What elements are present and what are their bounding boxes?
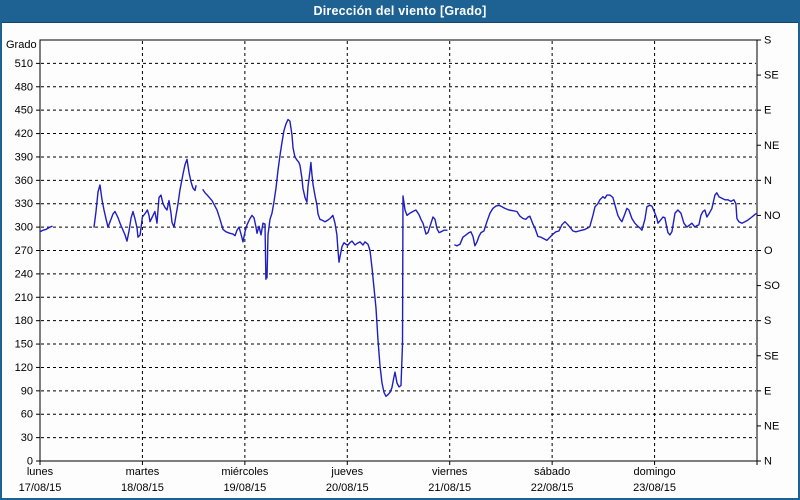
left-axis-label: 330 [15,198,33,210]
x-axis-day-date: 17/08/15 [19,482,62,494]
x-axis-day-name: martes [126,466,160,478]
right-axis-label: N [764,175,772,187]
x-axis-day-name: jueves [330,466,363,478]
x-axis-day-name: lunes [27,466,54,478]
right-axis-label: S [764,35,771,47]
left-axis-label: 240 [15,268,33,280]
right-axis-label: NE [764,140,779,152]
right-axis-label: E [764,105,771,117]
x-axis-day-name: viernes [432,466,468,478]
left-axis-label: 90 [21,385,33,397]
x-axis-day-date: 20/08/15 [326,482,369,494]
left-axis-label: 150 [15,339,33,351]
x-axis-day-date: 18/08/15 [121,482,164,494]
window-title: Dirección del viento [Grado] [313,4,487,18]
x-axis-day-date: 22/08/15 [531,482,574,494]
h-gridlines [41,62,756,439]
left-axis-label: 180 [15,315,33,327]
left-axis-label: 210 [15,292,33,304]
left-axis-label: 420 [15,128,33,140]
left-axis-label: 60 [21,409,33,421]
right-axis-label: SE [764,70,779,82]
left-axis-label: 390 [15,151,33,163]
x-axis-day-date: 19/08/15 [223,482,266,494]
left-axis-label: 450 [15,105,33,117]
v-gridlines [141,41,656,460]
window-title-bar: Dirección del viento [Grado] [2,0,798,23]
right-axis-label: SO [764,280,780,292]
left-axis: 0 30 60 90 120 150 180 210 240 270 300 330 360 390 420… [6,39,40,468]
series-line-wind-direction [39,118,758,397]
left-axis-label: 120 [15,362,33,374]
right-axis-label: O [764,245,773,257]
x-axis-day-name: sábado [534,466,570,478]
right-axis-label: NE [764,420,779,432]
x-axis-day-date: 23/08/15 [633,482,676,494]
left-axis-label: 270 [15,245,33,257]
left-axis-label: 300 [15,222,33,234]
y-axis-title: Grado [6,39,37,51]
x-axis-day-name: miércoles [221,466,269,478]
right-axis-label: SE [764,350,779,362]
left-axis-label: 30 [21,432,33,444]
right-axis-label: NO [764,210,781,222]
left-axis-label: 480 [15,81,33,93]
right-axis-label: N [764,456,772,468]
x-axis-day-name: domingo [633,466,675,478]
right-axis: N NE E SE S SO O NO N NE E SE S [757,35,781,468]
left-axis-label: 360 [15,175,33,187]
left-axis-label: 0 [27,456,33,468]
x-axis: lunes 17/08/15 martes 18/08/15 miércoles 19/0… [19,461,758,494]
right-axis-label: S [764,315,771,327]
right-axis-label: E [764,385,771,397]
x-axis-day-date: 21/08/15 [428,482,471,494]
left-axis-label: 510 [15,58,33,70]
